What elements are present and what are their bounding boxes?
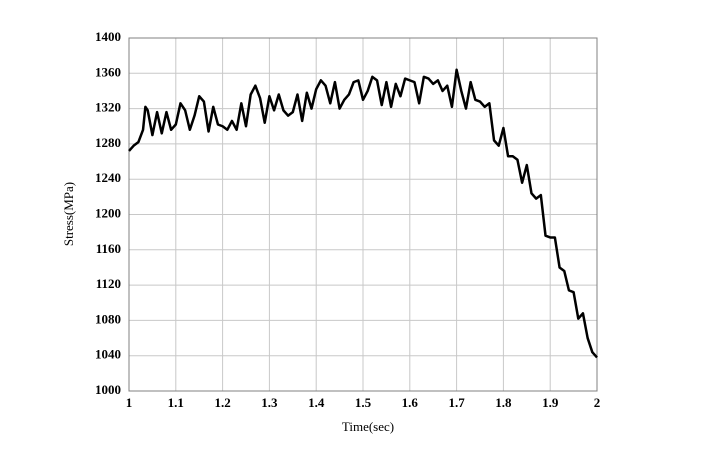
y-tick-label: 1160	[96, 241, 121, 256]
y-tick-label: 1320	[95, 100, 121, 115]
x-tick-label: 1.4	[308, 395, 325, 410]
x-tick-label: 1.7	[448, 395, 465, 410]
x-tick-label: 1.9	[542, 395, 559, 410]
x-tick-label: 1.3	[261, 395, 278, 410]
y-tick-label: 1000	[95, 382, 121, 397]
y-tick-label: 1360	[95, 64, 121, 79]
x-tick-label: 1.2	[214, 395, 230, 410]
y-tick-label: 1080	[95, 311, 121, 326]
x-tick-label: 2	[594, 395, 601, 410]
y-tick-label: 1200	[95, 205, 121, 220]
y-tick-label: 1400	[95, 29, 121, 44]
y-tick-label: 1240	[95, 170, 121, 185]
x-tick-label: 1.6	[402, 395, 419, 410]
x-tick-label: 1.1	[168, 395, 184, 410]
y-axis-label: Stress(MPa)	[61, 182, 76, 246]
x-tick-label: 1	[126, 395, 133, 410]
x-tick-label: 1.5	[355, 395, 372, 410]
x-tick-label: 1.8	[495, 395, 512, 410]
x-axis-label: Time(sec)	[342, 419, 394, 434]
y-tick-label: 1280	[95, 135, 121, 150]
y-tick-label: 1040	[95, 347, 121, 362]
data-line	[128, 68, 598, 359]
y-tick-label: 1120	[96, 276, 121, 291]
plot-frame	[128, 37, 598, 392]
